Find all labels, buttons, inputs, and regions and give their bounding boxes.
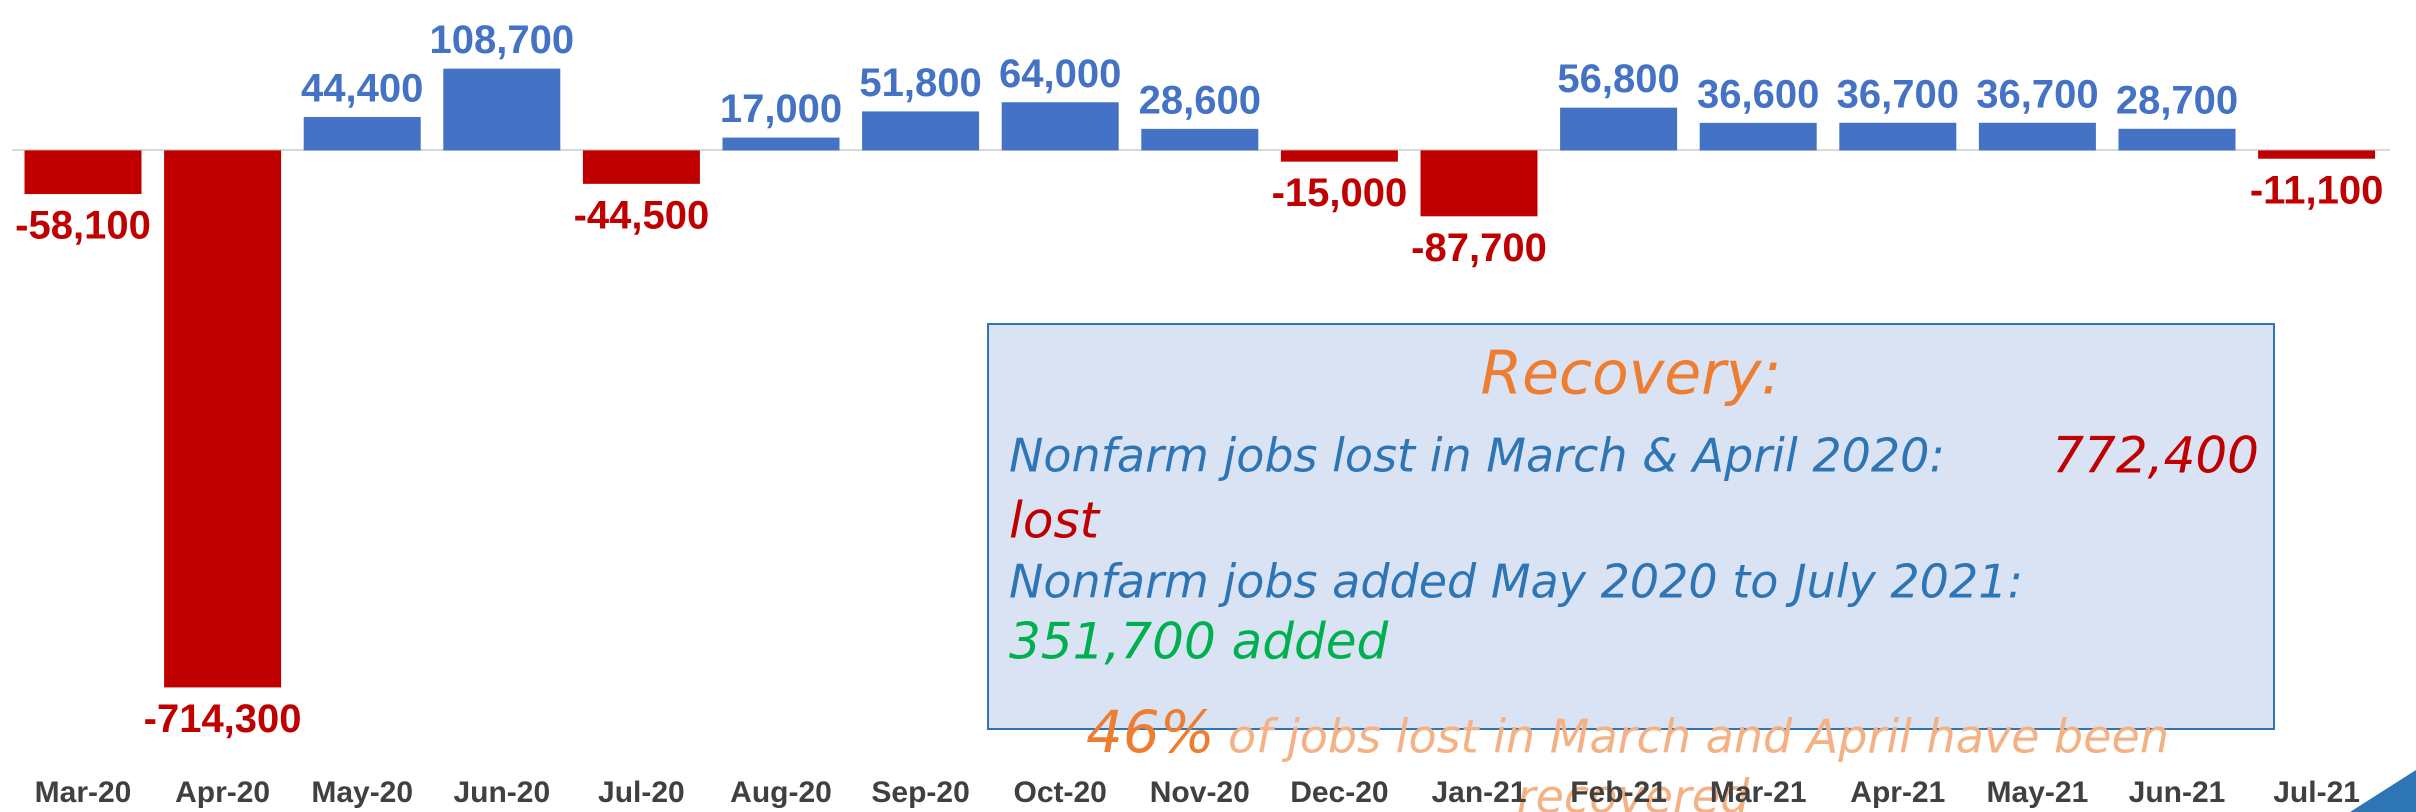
data-label: 44,400 bbox=[301, 67, 423, 111]
x-tick-label: Feb-21 bbox=[1570, 776, 1667, 809]
data-label: 36,700 bbox=[1976, 72, 2098, 116]
corner-decoration bbox=[2350, 770, 2416, 812]
bar bbox=[1141, 128, 1259, 151]
data-label: -44,500 bbox=[574, 193, 710, 237]
lost-text: Nonfarm jobs lost in March & April 2020: bbox=[1009, 429, 1945, 483]
bar bbox=[1978, 122, 2096, 151]
x-tick-label: Jul-21 bbox=[2273, 776, 2360, 809]
bar bbox=[582, 150, 700, 184]
footer-text-end: recovered bbox=[1517, 770, 1750, 812]
x-tick-label: Mar-20 bbox=[35, 776, 132, 809]
x-tick-label: May-20 bbox=[311, 776, 413, 809]
x-tick-label: Oct-20 bbox=[1014, 776, 1107, 809]
data-label: -87,700 bbox=[1411, 226, 1547, 270]
data-label: 28,600 bbox=[1139, 78, 1261, 122]
x-tick-label: Mar-21 bbox=[1710, 776, 1807, 809]
x-tick-label: Sep-20 bbox=[871, 776, 969, 809]
bar bbox=[1839, 122, 1957, 151]
x-tick-label: Apr-21 bbox=[1850, 776, 1945, 809]
data-label: -11,100 bbox=[2250, 168, 2383, 212]
annotation-box bbox=[987, 323, 2275, 730]
bar bbox=[443, 68, 561, 151]
bar bbox=[722, 137, 840, 151]
added-text: Nonfarm jobs added May 2020 to July 2021… bbox=[1009, 555, 2023, 609]
bar bbox=[164, 150, 282, 688]
data-label: 64,000 bbox=[999, 52, 1121, 96]
footer-text: of jobs lost in March and April have bee… bbox=[1228, 710, 2169, 764]
data-label: 56,800 bbox=[1557, 57, 1679, 101]
category-labels: Mar-20 Apr-20 May-20 Jun-20 Jul-20 Aug-20 Sep-… bbox=[35, 776, 2360, 809]
added-value: 351,700 added bbox=[1009, 613, 1389, 671]
bar bbox=[1280, 150, 1398, 162]
data-label: 51,800 bbox=[859, 61, 981, 105]
bar bbox=[862, 111, 980, 151]
data-label: -714,300 bbox=[144, 697, 302, 741]
bar bbox=[2258, 150, 2376, 159]
bar bbox=[2118, 128, 2236, 151]
bar bbox=[1001, 102, 1119, 151]
x-tick-label: Apr-20 bbox=[175, 776, 270, 809]
x-tick-label: Dec-20 bbox=[1290, 776, 1388, 809]
x-tick-label: Jan-21 bbox=[1431, 776, 1526, 809]
box-title: Recovery: bbox=[1480, 339, 1781, 409]
x-tick-label: Nov-20 bbox=[1150, 776, 1250, 809]
bar bbox=[303, 116, 421, 151]
bar bbox=[1560, 107, 1678, 151]
data-label: -58,100 bbox=[15, 204, 151, 248]
x-tick-label: Jul-20 bbox=[598, 776, 685, 809]
lost-word: lost bbox=[1009, 492, 1102, 550]
lost-value: 772,400 bbox=[2052, 427, 2259, 485]
data-label: 36,600 bbox=[1697, 72, 1819, 116]
data-label: -15,000 bbox=[1272, 171, 1408, 215]
footer-percent: 46% bbox=[1086, 698, 1215, 766]
data-label: 36,700 bbox=[1837, 72, 1959, 116]
x-tick-label: Aug-20 bbox=[730, 776, 832, 809]
bar bbox=[24, 150, 142, 195]
bar bbox=[1420, 150, 1538, 217]
x-tick-label: May-21 bbox=[1987, 776, 2089, 809]
x-tick-label: Jun-20 bbox=[453, 776, 550, 809]
data-label: 108,700 bbox=[430, 18, 575, 62]
data-label: 28,700 bbox=[2116, 78, 2238, 122]
data-label: 17,000 bbox=[720, 87, 842, 131]
bar bbox=[1699, 122, 1817, 151]
x-tick-label: Jun-21 bbox=[2129, 776, 2226, 809]
